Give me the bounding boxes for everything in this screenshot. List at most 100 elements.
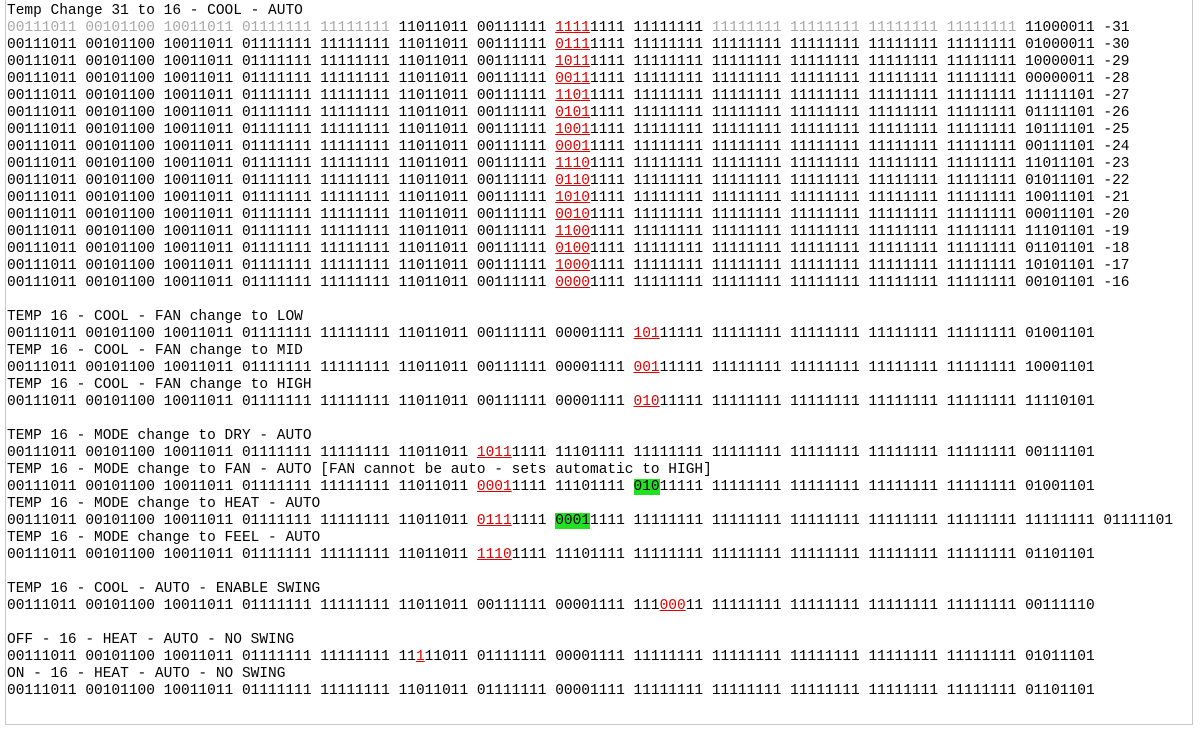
- text-segment: 11011011 00111111: [389, 20, 556, 36]
- text-segment: 1111 11111111 11111111 11111111 11111111…: [590, 258, 1130, 274]
- text-line: TEMP 16 - MODE change to HEAT - AUTO: [7, 496, 1192, 513]
- highlight-red: 1001: [555, 122, 591, 138]
- text-segment: 00111011 00101100 10011011 01111111 1111…: [7, 224, 556, 240]
- text-segment: TEMP 16 - MODE change to HEAT - AUTO: [7, 496, 321, 512]
- text-segment: 11111 11111111 11111111 11111111 1111111…: [659, 479, 1095, 495]
- text-segment: 00111011 00101100 10011011 01111111 1111…: [7, 190, 556, 206]
- text-line: 00111011 00101100 10011011 01111111 1111…: [7, 360, 1192, 377]
- text-segment: 00111011 00101100 10011011 01111111 1111…: [7, 326, 634, 342]
- text-segment: 00111011 00101100 10011011 01111111 1111…: [7, 139, 556, 155]
- text-segment: 11 11111111 11111111 11111111 11111111 0…: [685, 598, 1095, 614]
- highlight-red: 0010: [555, 207, 591, 223]
- text-line: 00111011 00101100 10011011 01111111 1111…: [7, 20, 1192, 37]
- highlight-red: 001: [633, 360, 660, 376]
- text-segment: 1111: [511, 513, 556, 529]
- text-block: TEMP 16 - COOL - AUTO - ENABLE SWING 0011…: [7, 581, 1192, 615]
- text-segment: 00111011 00101100 10011011 01111111 1111…: [7, 156, 556, 172]
- text-segment: TEMP 16 - COOL - FAN change to MID: [7, 343, 303, 359]
- text-segment: 1111 11111111 11111111 11111111 11111111…: [590, 156, 1130, 172]
- highlight-red: 010: [633, 394, 660, 410]
- text-line: 00111011 00101100 10011011 01111111 1111…: [7, 513, 1192, 530]
- text-segment: 1111 11111111 11111111 11111111 11111111…: [590, 105, 1130, 121]
- text-line: 00111011 00101100 10011011 01111111 1111…: [7, 258, 1192, 275]
- text-segment: 1111 11111111 11111111 11111111 11111111…: [590, 139, 1130, 155]
- highlight-green: 0001: [555, 513, 591, 529]
- text-line: TEMP 16 - COOL - FAN change to MID: [7, 343, 1192, 360]
- text-segment: 00111011 00101100 10011011 01111111 1111…: [7, 54, 556, 70]
- text-segment: TEMP 16 - MODE change to FAN - AUTO [FAN…: [7, 462, 712, 478]
- highlight-red: 101: [633, 326, 660, 342]
- highlight-red: 1010: [555, 190, 591, 206]
- text-segment: 00111011 00101100 10011011 01111111 1111…: [7, 71, 556, 87]
- text-segment: 1111 11111111 11111111 11111111 11111111…: [590, 71, 1130, 87]
- text-segment: 11111 11111111 11111111 11111111 1111111…: [659, 394, 1095, 410]
- text-line: 00111011 00101100 10011011 01111111 1111…: [7, 71, 1192, 88]
- text-segment: 11000011 -31: [1016, 20, 1130, 36]
- highlight-green: 010: [633, 479, 660, 495]
- text-line: 00111011 00101100 10011011 01111111 1111…: [7, 190, 1192, 207]
- text-line: 00111011 00101100 10011011 01111111 1111…: [7, 445, 1192, 462]
- text-segment: 1111 11111111 11111111 11111111 11111111…: [590, 513, 1174, 529]
- text-block: TEMP 16 - COOL - FAN change to LOW 001110…: [7, 309, 1192, 411]
- text-line: TEMP 16 - COOL - FAN change to HIGH: [7, 377, 1192, 394]
- text-line: 00111011 00101100 10011011 01111111 1111…: [7, 547, 1192, 564]
- text-segment: 00111011 00101100 10011011 01111111 1111…: [7, 683, 1095, 699]
- text-segment: 11011 01111111 00001111 11111111 1111111…: [424, 649, 1095, 665]
- text-line: Temp Change 31 to 16 - COOL - AUTO: [7, 3, 1192, 20]
- text-line: ON - 16 - HEAT - AUTO - NO SWING: [7, 666, 1192, 683]
- highlight-red: 1110: [555, 156, 591, 172]
- highlight-red: 1111: [555, 20, 591, 36]
- text-segment: 00111011 00101100 10011011 01111111 1111…: [7, 275, 556, 291]
- text-segment: TEMP 16 - COOL - AUTO - ENABLE SWING: [7, 581, 321, 597]
- text-segment: 1111 11111111 11111111 11111111 11111111…: [590, 122, 1130, 138]
- text-segment: 1111 11111111 11111111 11111111 11111111…: [590, 37, 1130, 53]
- document: Temp Change 31 to 16 - COOL - AUTO 001110…: [5, 0, 1193, 725]
- text-segment: 1111 11111111: [590, 20, 712, 36]
- highlight-gray: 11111111 11111111 11111111 11111111: [711, 20, 1017, 36]
- highlight-red: 0000: [555, 275, 591, 291]
- text-segment: 00111011 00101100 10011011 01111111 1111…: [7, 258, 556, 274]
- text-line: 00111011 00101100 10011011 01111111 1111…: [7, 105, 1192, 122]
- text-segment: OFF - 16 - HEAT - AUTO - NO SWING: [7, 632, 295, 648]
- text-block: TEMP 16 - MODE change to DRY - AUTO 00111…: [7, 428, 1192, 564]
- text-segment: 00111011 00101100 10011011 01111111 1111…: [7, 173, 556, 189]
- text-segment: 00111011 00101100 10011011 01111111 1111…: [7, 513, 477, 529]
- text-segment: 00111011 00101100 10011011 01111111 1111…: [7, 105, 556, 121]
- highlight-red: 1100: [555, 224, 591, 240]
- text-line: 00111011 00101100 10011011 01111111 1111…: [7, 37, 1192, 54]
- text-segment: 1111 11111111 11111111 11111111 11111111…: [590, 54, 1130, 70]
- highlight-red: 0101: [555, 105, 591, 121]
- text-line: 00111011 00101100 10011011 01111111 1111…: [7, 598, 1192, 615]
- text-segment: 1111 11111111 11111111 11111111 11111111…: [590, 88, 1130, 104]
- text-segment: 00111011 00101100 10011011 01111111 1111…: [7, 649, 416, 665]
- highlight-red: 1000: [555, 258, 591, 274]
- highlight-gray: 00111011 00101100 10011011 01111111 1111…: [7, 20, 390, 36]
- text-line: 00111011 00101100 10011011 01111111 1111…: [7, 479, 1192, 496]
- highlight-red: 0001: [555, 139, 591, 155]
- highlight-red: 1011: [476, 445, 512, 461]
- text-line: OFF - 16 - HEAT - AUTO - NO SWING: [7, 632, 1192, 649]
- text-segment: 1111 11111111 11111111 11111111 11111111…: [590, 207, 1130, 223]
- text-segment: 00111011 00101100 10011011 01111111 1111…: [7, 122, 556, 138]
- text-line: 00111011 00101100 10011011 01111111 1111…: [7, 173, 1192, 190]
- text-line: 00111011 00101100 10011011 01111111 1111…: [7, 394, 1192, 411]
- text-line: TEMP 16 - MODE change to FAN - AUTO [FAN…: [7, 462, 1192, 479]
- text-line: 00111011 00101100 10011011 01111111 1111…: [7, 207, 1192, 224]
- text-segment: TEMP 16 - MODE change to FEEL - AUTO: [7, 530, 321, 546]
- text-block: Temp Change 31 to 16 - COOL - AUTO 001110…: [7, 3, 1192, 292]
- text-segment: 1111 11101111 11111111 11111111 11111111…: [511, 445, 1095, 461]
- text-line: 00111011 00101100 10011011 01111111 1111…: [7, 326, 1192, 343]
- text-segment: 1111 11101111 11111111 11111111 11111111…: [511, 547, 1095, 563]
- text-segment: 00111011 00101100 10011011 01111111 1111…: [7, 445, 477, 461]
- text-segment: Temp Change 31 to 16 - COOL - AUTO: [7, 3, 303, 19]
- text-line: 00111011 00101100 10011011 01111111 1111…: [7, 649, 1192, 666]
- highlight-red: 1101: [555, 88, 591, 104]
- text-segment: 00111011 00101100 10011011 01111111 1111…: [7, 88, 556, 104]
- text-line: 00111011 00101100 10011011 01111111 1111…: [7, 54, 1192, 71]
- highlight-red: 0111: [476, 513, 512, 529]
- text-line: TEMP 16 - MODE change to DRY - AUTO: [7, 428, 1192, 445]
- text-segment: 00111011 00101100 10011011 01111111 1111…: [7, 547, 477, 563]
- text-line: 00111011 00101100 10011011 01111111 1111…: [7, 224, 1192, 241]
- highlight-red: 0110: [555, 173, 591, 189]
